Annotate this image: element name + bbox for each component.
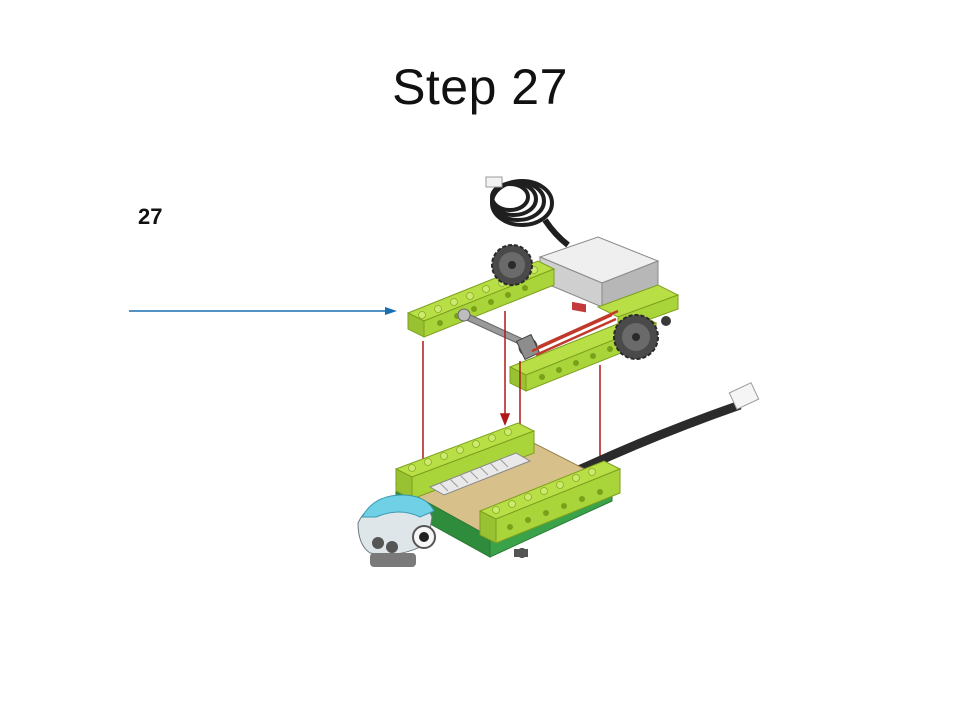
base-assembly bbox=[357, 382, 760, 567]
rubber-band-icon bbox=[531, 309, 619, 357]
motor-icon bbox=[538, 236, 660, 313]
sensor-icon bbox=[357, 494, 436, 567]
top-assembly bbox=[406, 176, 680, 392]
cable-coil-icon bbox=[490, 179, 570, 248]
lego-assembly-illustration bbox=[357, 176, 760, 567]
gear-icon bbox=[491, 244, 533, 286]
insertion-arrow-icon bbox=[129, 307, 397, 315]
slide-title: Step 27 bbox=[392, 59, 568, 115]
step-number: 27 bbox=[138, 204, 163, 229]
cable-plug-icon bbox=[485, 176, 503, 188]
gear-rack-icon bbox=[428, 452, 532, 496]
gear-icon bbox=[613, 314, 659, 360]
axle-icon bbox=[457, 308, 541, 361]
